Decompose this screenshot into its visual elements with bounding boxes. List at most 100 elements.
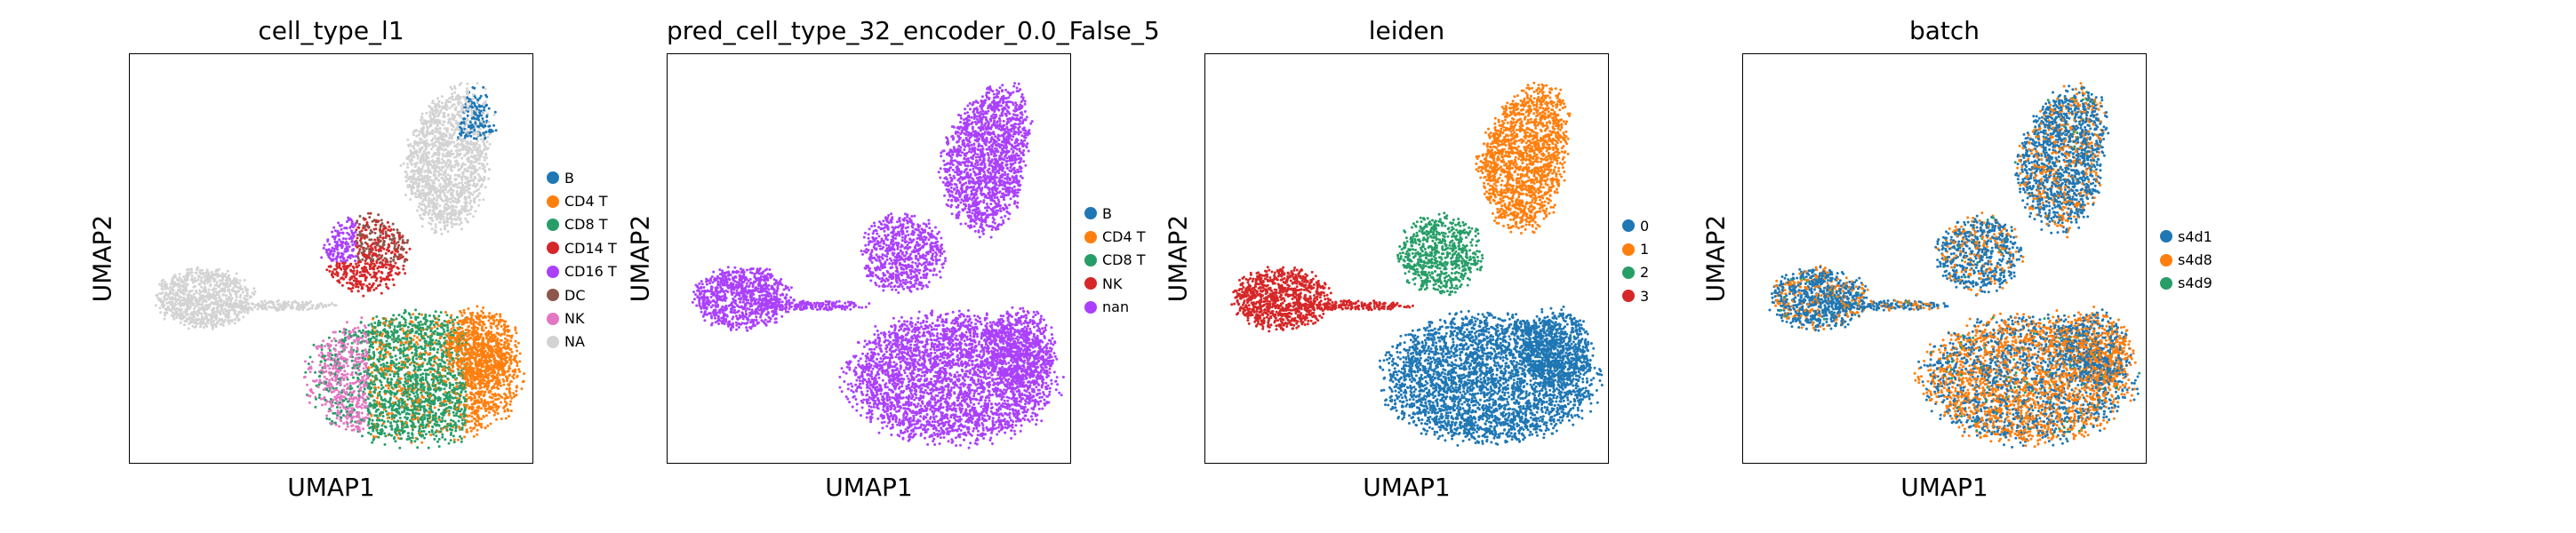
scatter-point (332, 398, 335, 402)
scatter-point (420, 156, 424, 160)
scatter-point (419, 213, 422, 217)
scatter-point (470, 387, 474, 390)
scatter-point (473, 131, 476, 135)
scatter-point (454, 178, 458, 181)
scatter-point (508, 415, 510, 418)
scatter-point (460, 413, 462, 417)
scatter-point (370, 345, 373, 348)
scatter-point (451, 124, 454, 128)
scatter-point (478, 192, 481, 195)
scatter-point (355, 396, 358, 400)
scatter-point (463, 124, 466, 128)
scatter-point (477, 118, 481, 122)
scatter-point (334, 339, 338, 343)
scatter-point (336, 229, 340, 233)
scatter-point (450, 431, 453, 434)
scatter-point (416, 446, 420, 449)
scatter-point (367, 355, 370, 359)
scatter-point (445, 130, 449, 133)
scatter-point (436, 218, 439, 221)
scatter-point (361, 285, 364, 289)
scatter-point (380, 384, 383, 386)
scatter-point (400, 400, 404, 402)
scatter-point (443, 134, 446, 138)
scatter-point (342, 365, 346, 369)
scatter-point (388, 353, 391, 356)
scatter-point (360, 273, 364, 276)
scatter-point (455, 381, 458, 385)
scatter-point (366, 225, 370, 228)
scatter-point (437, 437, 441, 441)
scatter-point (403, 393, 406, 396)
scatter-point (460, 127, 463, 131)
scatter-point (435, 199, 438, 203)
scatter-point (503, 397, 507, 401)
scatter-point (459, 148, 462, 151)
scatter-point (424, 378, 428, 382)
scatter-point (344, 328, 348, 331)
scatter-point (348, 278, 352, 282)
scatter-point (436, 165, 439, 169)
scatter-point (510, 396, 514, 400)
scatter-point (476, 415, 480, 418)
scatter-point (473, 107, 476, 110)
scatter-point (424, 372, 428, 376)
scatter-point (314, 405, 317, 409)
scatter-point (426, 319, 429, 322)
scatter-point (419, 368, 422, 371)
scatter-point (458, 199, 461, 203)
scatter-point (327, 410, 331, 413)
scatter-point (350, 290, 354, 293)
scatter-point (398, 324, 402, 328)
scatter-point (356, 261, 360, 264)
scatter-point (479, 109, 483, 113)
scatter-point (308, 355, 312, 359)
scatter-point (466, 157, 469, 161)
scatter-point (459, 139, 462, 142)
scatter-point (483, 393, 486, 396)
scatter-point (460, 204, 464, 208)
scatter-point (362, 282, 365, 286)
scatter-point (450, 222, 453, 226)
scatter-point (380, 347, 384, 351)
scatter-point (354, 230, 357, 234)
scatter-point (479, 154, 483, 157)
scatter-point (439, 132, 443, 136)
scatter-point (343, 384, 347, 387)
scatter-point (420, 378, 423, 380)
scatter-point (420, 346, 423, 348)
scatter-point (352, 235, 356, 238)
scatter-point (428, 205, 431, 208)
scatter-point (485, 95, 489, 99)
scatter-point (441, 177, 444, 180)
scatter-point (420, 207, 423, 211)
scatter-point (466, 213, 469, 217)
scatter-point (358, 271, 362, 274)
scatter-point (420, 185, 424, 188)
scatter-point (464, 100, 468, 104)
scatter-point (437, 324, 441, 328)
scatter-point (457, 169, 460, 172)
scatter-point (340, 259, 343, 263)
scatter-point (454, 149, 458, 152)
scatter-point (346, 358, 349, 362)
scatter-point (348, 245, 351, 249)
scatter-point (372, 427, 375, 431)
scatter-point (471, 184, 475, 187)
scatter-point (311, 391, 315, 394)
scatter-point (384, 266, 388, 269)
scatter-point (409, 396, 412, 400)
scatter-point (389, 321, 392, 324)
scatter-point (353, 409, 356, 411)
scatter-point (396, 228, 399, 232)
scatter-point (361, 349, 364, 353)
scatter-point (366, 332, 370, 336)
scatter-point (380, 219, 383, 222)
scatter-point (424, 433, 428, 436)
scatter-point (421, 353, 425, 356)
scatter-point (455, 222, 459, 226)
scatter-point (425, 169, 428, 172)
scatter-point (432, 433, 436, 436)
scatter-point (421, 372, 425, 376)
scatter-point (352, 283, 356, 287)
